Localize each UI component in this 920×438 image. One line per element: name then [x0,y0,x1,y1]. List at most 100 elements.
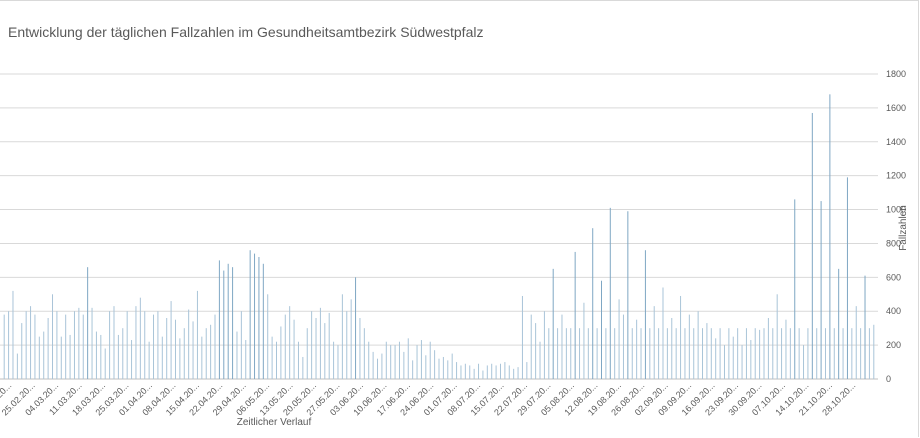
bar [210,324,212,379]
bar [565,328,567,379]
bar [223,270,225,379]
bar [192,321,194,379]
bar [170,301,172,379]
bar [60,336,62,379]
bar [442,356,444,379]
bar [359,318,361,379]
bar [100,334,102,379]
bar [697,311,699,379]
bar [579,328,581,379]
bar [139,297,141,379]
bar [706,323,708,379]
bar [732,336,734,379]
bar [596,328,598,379]
bar [618,299,620,379]
bar [499,363,501,379]
bar [157,311,159,379]
bar [723,345,725,379]
bar [398,341,400,379]
bar [302,356,304,379]
bar [306,328,308,379]
bar [447,360,449,379]
bar [666,328,668,379]
bar [87,267,89,379]
bar [482,370,484,379]
bar [640,328,642,379]
bar [16,353,18,379]
bar [412,360,414,379]
bar [95,331,97,379]
bar [587,328,589,379]
bar [829,94,831,379]
bar [201,336,203,379]
bar [183,328,185,379]
bar [636,319,638,379]
y-tick-label: 1800 [886,69,906,79]
bar [715,338,717,379]
y-axis-label: Fallzahlen [898,205,909,251]
bar [372,351,374,379]
bar [34,314,36,379]
bar [245,340,247,379]
bar [30,306,32,379]
bar [407,338,409,379]
bar [570,328,572,379]
bar [341,294,343,379]
bar [368,341,370,379]
bar [789,328,791,379]
bar [416,345,418,379]
bar [21,323,23,379]
bar [574,251,576,379]
bar [658,328,660,379]
bar [122,328,124,379]
bar [205,328,207,379]
bar [346,311,348,379]
bar [710,328,712,379]
bar [153,314,155,379]
bar [552,268,554,379]
bar [614,328,616,379]
bar [425,355,427,379]
bar [631,328,633,379]
bar [846,177,848,379]
bar [759,329,761,379]
bar [355,277,357,379]
bar [324,323,326,379]
bar [539,341,541,379]
bar [693,328,695,379]
bar [478,363,480,379]
bar [824,328,826,379]
bar [262,263,264,379]
bar [526,362,528,379]
bar [833,328,835,379]
bar [117,334,119,379]
bar [394,345,396,379]
bar [337,345,339,379]
bar [82,314,84,379]
bar [737,328,739,379]
bar [434,350,436,379]
bar [73,311,75,379]
bar [390,345,392,379]
bar [820,201,822,379]
bar [702,328,704,379]
bar [350,299,352,379]
bar [662,287,664,379]
bar [289,306,291,379]
bar [240,311,242,379]
bar [131,340,133,379]
bar [267,294,269,379]
y-axis-ticks: 0 200 400 600 800 1000 1200 1400 1600 1800 [886,69,906,384]
bar [873,324,875,379]
bar [464,363,466,379]
bar [653,306,655,379]
bar [798,328,800,379]
bar [675,328,677,379]
bar [161,336,163,379]
bar [491,363,493,379]
bar [583,302,585,379]
bar [47,318,49,379]
bar [284,314,286,379]
bar [78,307,80,379]
y-tick-label: 0 [886,374,891,384]
